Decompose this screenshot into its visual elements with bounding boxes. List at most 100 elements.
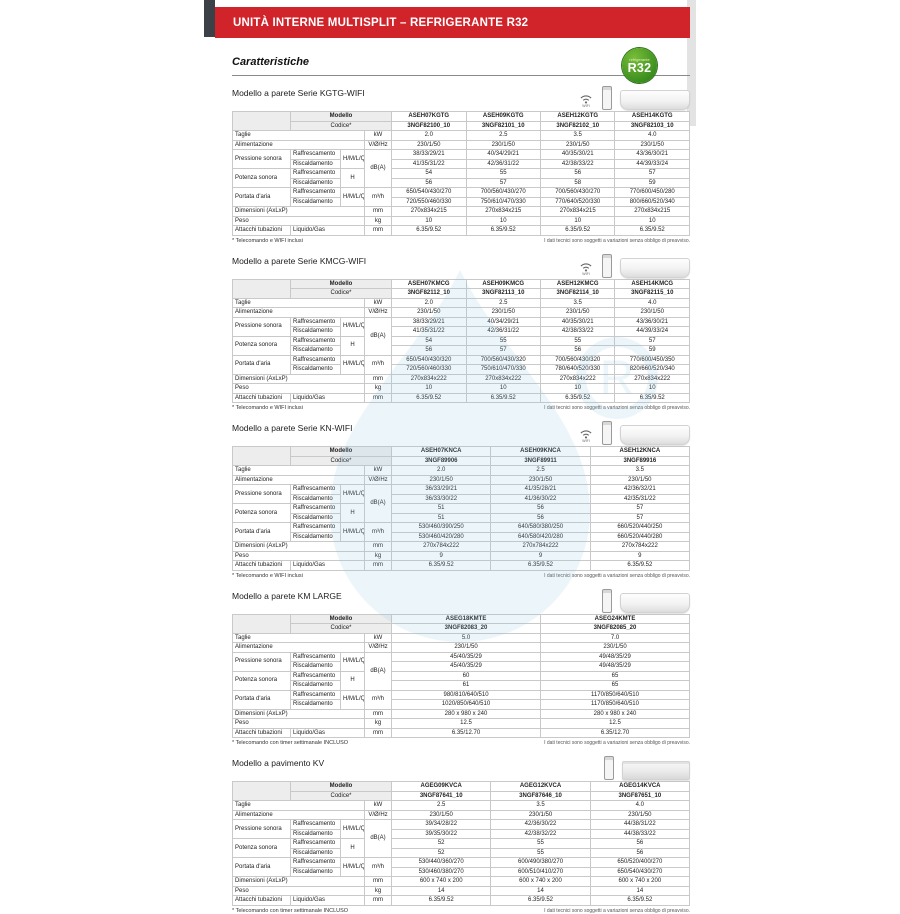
wall-unit-image	[620, 592, 690, 613]
model-code: 3NGF82085_20	[540, 623, 690, 634]
table-row: Taglie kW 2.0 2.5 3.5 4.0	[232, 297, 690, 308]
table-row: Alimentazione V/Ø/Hz 230/1/50 230/1/50 230/1…	[232, 809, 691, 820]
value-potenza-raffrescamento: 55	[465, 168, 541, 179]
model-name: ASEH09KMCG	[465, 278, 541, 289]
table-row: Riscaldamento 56 57 58 59	[233, 177, 690, 188]
value-alimentazione: 230/1/50	[465, 307, 541, 318]
footnote-right: I dati tecnici sono soggetti a variazion…	[544, 572, 690, 579]
row-label-dimensioni: Dimensioni (AxLxP)	[232, 708, 365, 719]
table-row: Pressione sonora Raffrescamento H/M/L/Q dB(…	[232, 149, 690, 188]
unit-vhz: V/Ø/Hz	[363, 307, 393, 318]
value-pressione-raffrescamento: 41/35/28/21	[490, 484, 591, 495]
model-code: 3NGF82113_10	[465, 288, 541, 299]
value-alimentazione: 230/1/50	[614, 307, 690, 318]
section-footnotes: * Telecomando e WIFI inclusi I dati tecni…	[232, 405, 690, 411]
sections-container: Modello a parete Serie KGTG-WIFI WIFI Mode…	[232, 86, 691, 914]
value-alimentazione: 230/1/50	[589, 809, 691, 820]
value-potenza-riscaldamento: 57	[465, 345, 541, 356]
value-pressione-riscaldamento: 42/38/33/22	[539, 158, 616, 169]
row-label-potenza-sonora: Potenza sonora	[232, 503, 291, 523]
value-pressione-raffrescamento: 36/33/29/21	[391, 484, 492, 495]
value-pressione-riscaldamento: 45/40/35/29	[391, 661, 541, 672]
row-label-potenza-sonora: Potenza sonora	[232, 670, 291, 691]
sub-label-riscaldamento: Riscaldamento	[290, 326, 341, 337]
table-row: Riscaldamento 41/35/31/22 42/36/31/22 42/38…	[233, 326, 690, 337]
qualifier-hmlq: H/M/L/Q	[340, 857, 365, 877]
model-name: ASEG18KMTE	[391, 613, 541, 624]
value-potenza-raffrescamento: 54	[391, 168, 467, 179]
remote-control-icon	[602, 421, 612, 445]
wifi-icon: WIFI	[578, 261, 594, 276]
value-pressione-riscaldamento: 41/36/30/22	[490, 493, 591, 504]
value-pressione-riscaldamento: 49/48/35/29	[540, 661, 690, 672]
row-label-alimentazione: Alimentazione	[232, 642, 365, 653]
table-row: Riscaldamento 720/550/460/330 750/610/470/…	[233, 196, 690, 207]
value-alimentazione: 230/1/50	[589, 474, 691, 485]
unit-mm: mm	[363, 373, 393, 384]
model-code: 3NGF82102_10	[539, 120, 616, 131]
unit-mm: mm	[363, 895, 393, 906]
row-label-portata-aria: Portata d'aria	[232, 187, 291, 207]
value-attacchi: 6.35/9.52	[391, 392, 467, 403]
value-pressione-riscaldamento: 44/39/33/24	[614, 158, 690, 169]
codice-label: Codice*	[289, 288, 393, 299]
value-taglie: 2.5	[391, 800, 492, 811]
value-portata-raffrescamento: 1170/850/640/510	[540, 689, 690, 700]
value-attacchi: 6.35/9.52	[539, 225, 616, 236]
row-label-peso: Peso	[232, 885, 365, 896]
value-pressione-raffrescamento: 42/36/30/22	[490, 819, 591, 830]
model-code: 3NGF82114_10	[539, 288, 616, 299]
sub-label-riscaldamento: Riscaldamento	[290, 828, 341, 839]
corner-cell	[232, 613, 291, 634]
model-name: ASEH07KGTG	[391, 111, 467, 122]
row-label-attacchi: Attacchi tubazioni	[232, 895, 291, 906]
qualifier-h: H	[340, 335, 365, 356]
value-potenza-raffrescamento: 51	[391, 503, 492, 514]
unit-mm: mm	[363, 560, 393, 571]
model-code: 3NGF82083_20	[391, 623, 541, 634]
unit-mm: mm	[363, 727, 393, 738]
value-dimensioni: 270x834x215	[614, 206, 690, 217]
spec-table: Modello ASEH07KMCG ASEH09KMCG ASEH12KMCG ASE…	[232, 278, 690, 403]
value-dimensioni: 280 x 980 x 240	[391, 708, 541, 719]
unit-kw: kW	[363, 130, 393, 141]
row-label-taglie: Taglie	[232, 800, 365, 811]
sub-label-raffrescamento: Raffrescamento	[290, 484, 341, 495]
sub-label-riscaldamento: Riscaldamento	[290, 661, 341, 672]
value-dimensioni: 600 x 740 x 200	[589, 876, 691, 887]
remote-control-icon	[602, 588, 612, 613]
value-attacchi: 6.35/9.52	[490, 560, 591, 571]
sub-label-raffrescamento: Raffrescamento	[290, 522, 341, 533]
table-row: Taglie kW 2.0 2.5 3.5	[232, 465, 691, 476]
unit-vhz: V/Ø/Hz	[363, 474, 393, 485]
value-peso: 12.5	[391, 718, 541, 729]
table-row: Riscaldamento 52 55 56	[233, 847, 691, 858]
value-peso: 9	[490, 550, 591, 561]
table-row: Attacchi tubazioni Liquido/Gas mm 6.35/9.52…	[232, 560, 691, 571]
model-name: ASEH12KNCA	[589, 446, 691, 457]
remote-control-icon	[602, 253, 612, 278]
modello-label: Modello	[289, 613, 393, 624]
unit-dba: dB(A)	[363, 484, 393, 523]
value-potenza-riscaldamento: 61	[391, 680, 541, 691]
value-portata-raffrescamento: 770/600/450/350	[614, 354, 690, 365]
section-kv-pavimento: Modello a pavimento KV Modello AGEG09KVCA A…	[232, 756, 691, 914]
sub-label-riscaldamento: Riscaldamento	[290, 699, 341, 710]
value-peso: 12.5	[540, 718, 690, 729]
value-portata-raffrescamento: 650/540/430/320	[391, 354, 467, 365]
table-row: Codice* 3NGF82100_10 3NGF82101_10 3NGF82102…	[233, 120, 690, 131]
table-row: Portata d'aria Raffrescamento H/M/L/Q m³/h 6…	[232, 354, 690, 375]
value-taglie: 2.5	[490, 465, 591, 476]
table-row: Codice* 3NGF87641_10 3NGF87646_10 3NGF87651…	[233, 790, 691, 801]
value-alimentazione: 230/1/50	[391, 809, 492, 820]
table-row: Potenza sonora Raffrescamento H 54 55 55 57	[232, 335, 690, 356]
value-taglie: 7.0	[540, 632, 690, 643]
value-potenza-riscaldamento: 59	[614, 177, 690, 188]
model-name: ASEH12KGTG	[539, 111, 616, 122]
section-icons	[604, 756, 690, 780]
codice-label: Codice*	[289, 790, 393, 801]
value-peso: 9	[391, 550, 492, 561]
row-label-pressione-sonora: Pressione sonora	[232, 484, 291, 504]
value-attacchi: 6.35/12.70	[391, 727, 541, 738]
section-title: Modello a parete Serie KGTG-WIFI	[232, 88, 365, 98]
